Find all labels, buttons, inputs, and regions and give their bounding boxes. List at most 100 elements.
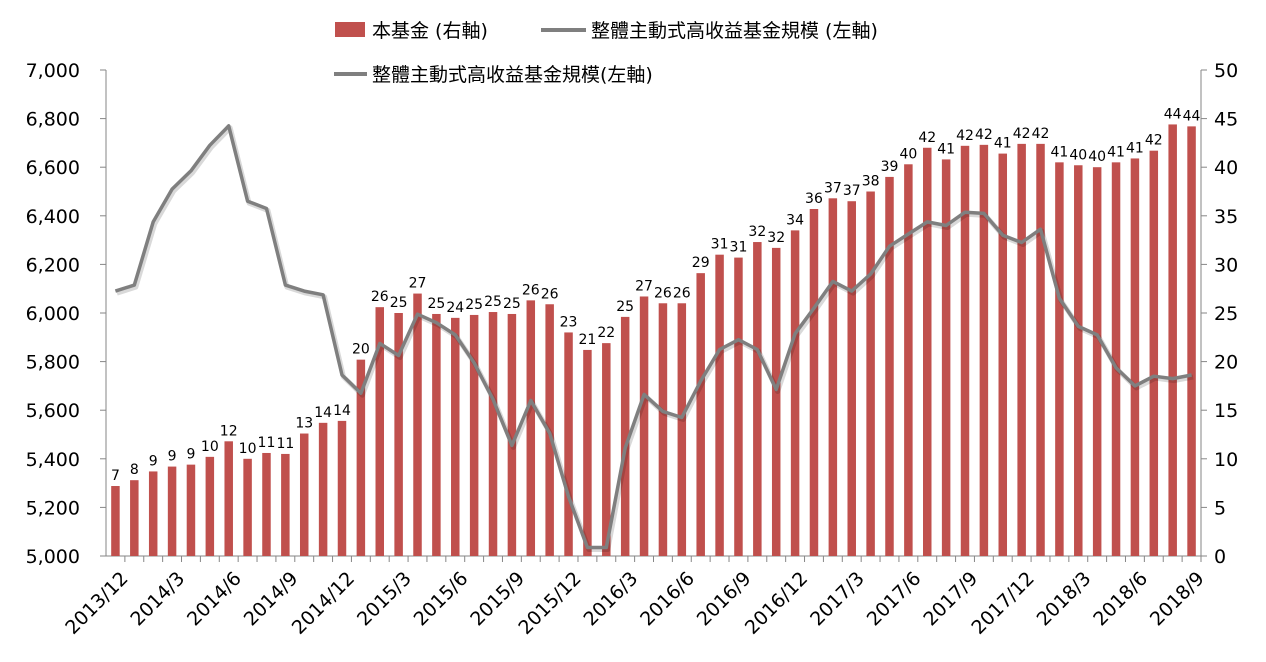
bar <box>885 176 894 557</box>
bar-data-label: 42 <box>1032 126 1050 142</box>
left-tick-label: 5,800 <box>26 352 80 374</box>
bar <box>847 201 856 556</box>
bar <box>167 466 177 556</box>
bar-data-label: 26 <box>522 282 540 298</box>
bar <box>1130 158 1140 556</box>
bar <box>356 359 366 556</box>
bar <box>715 254 724 556</box>
bar <box>1187 126 1196 556</box>
bar <box>753 242 762 556</box>
right-tick-label: 35 <box>1214 206 1238 228</box>
bar-data-label: 37 <box>843 183 861 199</box>
bar <box>998 153 1008 557</box>
left-tick-label: 5,400 <box>26 449 80 471</box>
bar-data-label: 41 <box>994 136 1012 152</box>
bar-data-label: 37 <box>824 180 842 196</box>
bar-data-label: 27 <box>635 278 653 294</box>
left-tick-label: 7,000 <box>26 60 80 82</box>
left-tick-label: 6,800 <box>26 109 80 131</box>
bar <box>451 317 460 556</box>
bar-data-label: 42 <box>956 128 974 144</box>
bar-data-label: 11 <box>276 436 294 452</box>
right-tick-label: 25 <box>1214 303 1238 325</box>
bar <box>469 314 479 556</box>
bar-data-label: 29 <box>692 255 710 271</box>
bar <box>243 458 252 556</box>
bar-data-label: 12 <box>220 423 238 439</box>
right-tick-label: 5 <box>1214 497 1226 519</box>
bar-data-label: 42 <box>975 127 993 143</box>
bar-data-label: 14 <box>314 405 332 421</box>
bar-data-label: 24 <box>446 300 464 316</box>
x-tick-label: 2016/12 <box>741 568 812 639</box>
x-axis-ticks: 2013/122014/32014/62014/92014/122015/320… <box>61 556 1209 639</box>
left-tick-label: 5,000 <box>26 546 80 568</box>
bar <box>904 164 913 556</box>
bar <box>111 486 120 556</box>
right-tick-label: 0 <box>1214 546 1226 568</box>
x-tick-label: 2018/6 <box>1089 568 1152 631</box>
bar-data-label: 27 <box>409 276 427 292</box>
right-tick-label: 20 <box>1214 352 1238 374</box>
bar <box>413 293 422 556</box>
right-tick-label: 15 <box>1214 400 1238 422</box>
legend-label-line-2: 整體主動式高收益基金規模(左軸) <box>372 64 653 86</box>
bar-data-label: 25 <box>465 297 483 313</box>
bar <box>790 230 800 556</box>
legend: 本基金 (右軸) 整體主動式高收益基金規模 (左軸) 整體主動式高收益基金規模(… <box>334 20 878 86</box>
bar-series <box>111 124 1196 557</box>
bar <box>639 296 649 556</box>
bar-data-label: 32 <box>767 230 785 246</box>
bar-data-label: 10 <box>239 441 257 457</box>
bar <box>1017 143 1026 556</box>
bar <box>941 159 951 556</box>
bar-data-label: 40 <box>1088 149 1106 165</box>
bar <box>375 307 384 556</box>
bar-data-label: 32 <box>748 224 766 240</box>
x-tick-label: 2016/6 <box>636 568 699 631</box>
line-shadow <box>116 125 1194 552</box>
x-tick-label: 2014/3 <box>126 568 189 631</box>
bar <box>734 257 743 556</box>
bar <box>828 198 838 556</box>
bar <box>488 312 498 556</box>
bar <box>526 300 536 556</box>
x-tick-label: 2018/9 <box>1146 568 1209 631</box>
bar-data-label: 11 <box>258 435 276 451</box>
x-tick-label: 2017/6 <box>863 568 926 631</box>
bar <box>960 145 970 557</box>
bar <box>299 433 309 556</box>
bar-data-label: 21 <box>579 332 597 348</box>
x-tick-label: 2014/12 <box>288 568 359 639</box>
x-tick-label: 2017/3 <box>806 568 869 631</box>
bar-data-label: 44 <box>1164 106 1182 122</box>
bar-data-label: 31 <box>711 237 729 253</box>
bar-data-label: 25 <box>503 296 521 312</box>
bar-data-label: 34 <box>786 212 804 228</box>
legend-label-line: 整體主動式高收益基金規模 (左軸) <box>591 20 878 42</box>
bar-data-label: 23 <box>560 314 578 330</box>
bar <box>1055 162 1064 556</box>
bar <box>809 208 819 556</box>
bar-data-label: 8 <box>130 462 139 478</box>
bar-data-label: 7 <box>111 468 120 484</box>
bar-data-label: 40 <box>899 146 917 162</box>
bar <box>583 349 592 556</box>
bar <box>432 313 441 556</box>
bar-data-label: 42 <box>918 130 936 146</box>
bar <box>923 147 932 556</box>
bar-data-label: 44 <box>1183 108 1201 124</box>
right-tick-label: 45 <box>1214 109 1238 131</box>
bar <box>262 452 271 556</box>
bar <box>130 480 139 556</box>
left-tick-label: 6,400 <box>26 206 80 228</box>
legend-swatch-bar <box>335 22 365 37</box>
bar-data-label: 25 <box>484 294 502 310</box>
line-path <box>114 124 1192 550</box>
bar <box>1074 165 1083 557</box>
bar-data-label: 13 <box>295 416 313 432</box>
bar <box>1149 150 1159 556</box>
x-tick-label: 2015/12 <box>514 568 585 639</box>
x-tick-label: 2017/12 <box>967 568 1038 639</box>
